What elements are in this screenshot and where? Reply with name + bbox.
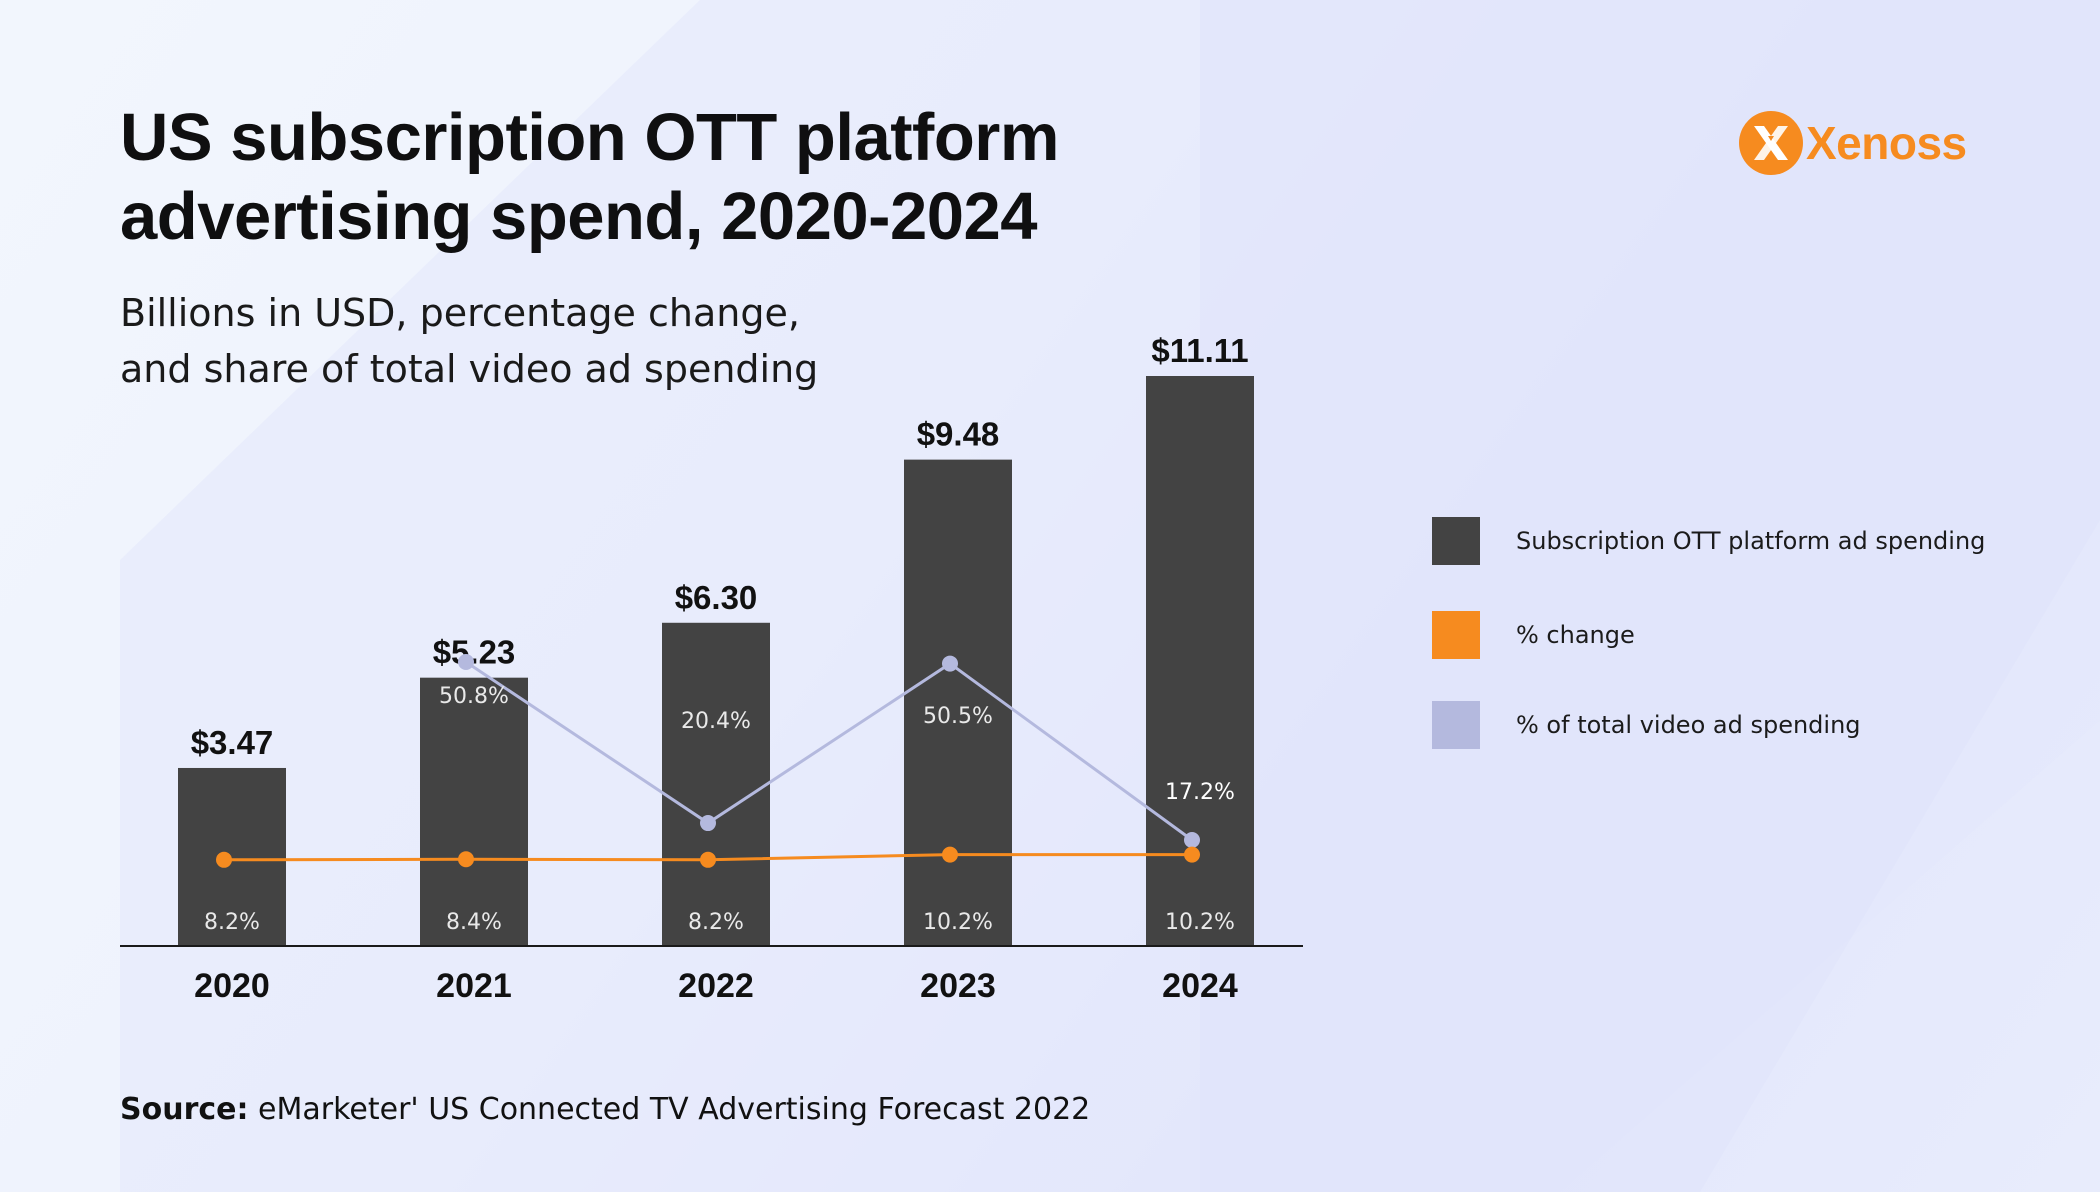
source-text: eMarketer' US Connected TV Advertising F…: [258, 1092, 1091, 1127]
bar-value-label-2020: $3.47: [191, 724, 274, 761]
share-point-2021: [458, 851, 474, 868]
x-tick-label-2021: 2021: [436, 967, 512, 1005]
pct-change-line: [465, 660, 1193, 842]
pct-change-point-2024: [1184, 832, 1200, 848]
x-tick-label-2023: 2023: [920, 967, 996, 1005]
chart-subtitle-line-1: Billions in USD, percentage change,: [120, 291, 800, 335]
pct-change-point-2021: [458, 654, 474, 670]
pct-change-label-2023: 50.5%: [923, 704, 993, 729]
pct-change-label-2024: 17.2%: [1165, 780, 1235, 805]
logo-text: Xenoss: [1806, 117, 1967, 169]
legend-swatch-ad-spending: [1432, 517, 1480, 565]
bar-2021: [420, 677, 528, 946]
legend-swatch-pct-change: [1432, 611, 1480, 659]
legend-item-pct-change: % change: [1432, 611, 1635, 659]
bar-value-label-2023: $9.48: [917, 416, 1000, 453]
pct-change-point-2022: [700, 815, 716, 832]
x-tick-label-2020: 2020: [194, 967, 270, 1005]
chart-subtitle-line-2: and share of total video ad spending: [120, 347, 819, 391]
share-point-2024: [1184, 846, 1200, 863]
legend-item-share: % of total video ad spending: [1432, 701, 1861, 749]
pct-change-point-2023: [942, 655, 958, 672]
legend-label-ad-spending: Subscription OTT platform ad spending: [1516, 527, 1986, 555]
source-note: Source: eMarketer' US Connected TV Adver…: [120, 1092, 1090, 1127]
xenoss-logo-icon: [1739, 111, 1803, 175]
legend-label-pct-change: % change: [1516, 621, 1635, 649]
share-label-2024: 10.2%: [1165, 910, 1235, 935]
share-point-2022: [700, 851, 716, 868]
brand-logo: Xenoss: [1738, 110, 1967, 176]
share-label-2023: 10.2%: [923, 910, 993, 935]
bar-2020: [178, 767, 286, 946]
bar-value-label-2021: $5.23: [433, 634, 516, 671]
legend-swatch-share: [1432, 701, 1480, 749]
bar-2024: [1146, 376, 1254, 946]
x-tick-label-2024: 2024: [1162, 967, 1238, 1005]
bar-value-label-2022: $6.30: [675, 579, 758, 616]
legend-label-share: % of total video ad spending: [1516, 711, 1861, 739]
source-label: Source:: [120, 1092, 249, 1127]
bar-value-label-2024: $11.11: [1151, 332, 1248, 369]
share-point-2020: [216, 851, 232, 868]
share-point-2023: [942, 846, 958, 863]
bar-2022: [662, 622, 770, 946]
chart-title-line-2: advertising spend, 2020-2024: [120, 179, 1038, 254]
legend-item-ad-spending: Subscription OTT platform ad spending: [1432, 517, 1985, 565]
chart-subtitle: Billions in USD, percentage change, and …: [120, 285, 818, 397]
share-label-2021: 8.4%: [446, 910, 502, 935]
bar-2023: [904, 459, 1012, 946]
share-label-2020: 8.2%: [204, 910, 260, 935]
share-label-2022: 8.2%: [688, 910, 744, 935]
chart-title: US subscription OTT platform advertising…: [120, 98, 1059, 256]
pct-change-label-2022: 20.4%: [681, 709, 751, 734]
pct-change-label-2021: 50.8%: [439, 684, 509, 709]
x-tick-label-2022: 2022: [678, 967, 754, 1005]
chart-title-line-1: US subscription OTT platform: [120, 100, 1059, 175]
